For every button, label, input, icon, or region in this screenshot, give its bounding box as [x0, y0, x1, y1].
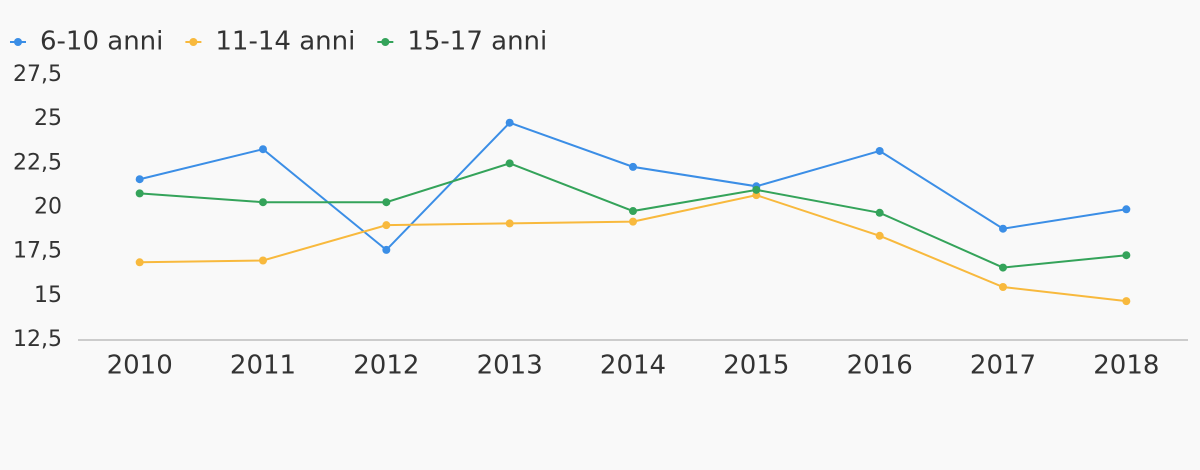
data-point [875, 231, 884, 240]
data-point [505, 118, 514, 127]
x-tick-label: 2010 [107, 351, 173, 381]
data-point [1122, 251, 1131, 260]
data-point [135, 258, 144, 267]
data-point [999, 263, 1007, 272]
data-point [999, 283, 1007, 291]
y-tick-label: 12,5 [13, 327, 62, 352]
data-point [999, 224, 1007, 233]
data-point [135, 189, 144, 198]
y-tick-label: 15 [34, 283, 62, 308]
legend-label: 15-17 anni [407, 27, 547, 57]
legend-label: 6-10 anni [40, 27, 163, 57]
data-point [1122, 297, 1131, 306]
data-point [259, 256, 267, 265]
y-tick-label: 22,5 [13, 150, 62, 175]
x-tick-label: 2014 [600, 351, 666, 381]
data-point [259, 145, 267, 154]
x-tick-label: 2013 [477, 351, 543, 381]
x-tick-label: 2011 [230, 351, 296, 381]
data-point [752, 185, 761, 194]
data-point [629, 207, 637, 216]
data-point [505, 219, 514, 228]
data-point [135, 175, 144, 184]
x-tick-label: 2012 [353, 351, 419, 381]
y-tick-label: 27,5 [13, 62, 62, 87]
y-tick-label: 25 [34, 106, 62, 131]
x-tick-label: 2017 [970, 351, 1036, 381]
data-point [259, 198, 267, 207]
data-point [1122, 205, 1131, 214]
y-tick-label: 20 [34, 195, 62, 220]
data-point [505, 159, 514, 168]
legend-dot [381, 38, 390, 46]
data-point [875, 146, 884, 155]
legend-dot [14, 38, 22, 46]
data-point [629, 162, 637, 171]
data-point [382, 245, 391, 254]
legend: 6-10 anni 11-14 anni 15-17 anni [10, 27, 547, 57]
x-tick-label: 2016 [847, 351, 913, 381]
x-tick-label: 2015 [723, 351, 789, 381]
data-point [875, 208, 884, 217]
data-point [382, 198, 391, 207]
x-tick-label: 2018 [1093, 351, 1159, 381]
y-tick-label: 17,5 [13, 239, 62, 264]
legend-dot [189, 38, 198, 46]
data-point [382, 221, 391, 230]
legend-label: 11-14 anni [215, 27, 355, 57]
data-point [629, 217, 637, 226]
